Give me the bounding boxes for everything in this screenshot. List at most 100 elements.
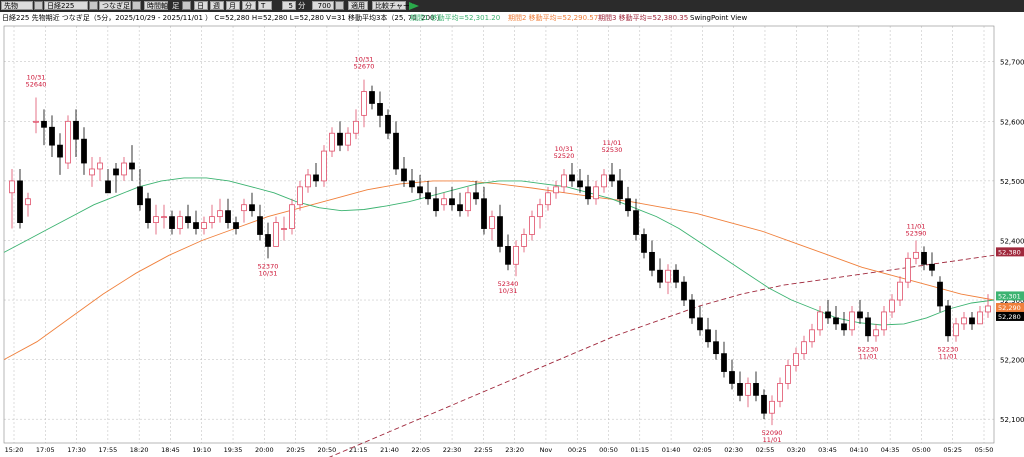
candle-body: [713, 341, 719, 355]
bar-count-input[interactable]: 700: [312, 1, 334, 10]
candle-body: [809, 329, 815, 343]
grid: [4, 26, 994, 443]
candle: [457, 192, 463, 217]
candle-body: [225, 210, 231, 223]
x-tick-label: 02:30: [724, 446, 743, 454]
swing-point-labels: 10/31 52640 52370 10/31 10/31 52670 52340 10/31…: [26, 56, 959, 445]
candle: [65, 115, 71, 169]
interval-input[interactable]: 5: [282, 1, 296, 10]
chart-type-icon[interactable]: [182, 1, 191, 10]
candle: [193, 210, 199, 235]
candle: [561, 168, 567, 193]
candle: [9, 168, 15, 229]
ma1-value: 期間1 移動平均=52,301.20: [410, 14, 501, 22]
x-tick-label: 23:20: [505, 446, 524, 454]
candle: [897, 276, 903, 306]
candle-body: [337, 132, 343, 146]
price-tag-label: 52,380: [998, 248, 1021, 256]
monthly-button[interactable]: 月: [226, 1, 240, 10]
x-tick-label: 17:55: [99, 446, 118, 454]
minute-button[interactable]: 分: [242, 1, 256, 10]
plot-frame: [3, 25, 995, 444]
time-axis-button[interactable]: 時間軸: [144, 1, 168, 10]
candle-body: [161, 216, 167, 219]
tick-button[interactable]: T: [258, 1, 272, 10]
price-tag-box: [996, 247, 1024, 257]
x-tick-label: 21:15: [349, 446, 368, 454]
candle: [553, 180, 559, 199]
candle-body: [289, 204, 295, 229]
x-tick-label: 01:15: [630, 446, 649, 454]
candle: [89, 157, 95, 187]
chevron-down-icon[interactable]: [335, 1, 344, 10]
x-tick-label: 05:25: [943, 446, 962, 454]
compare-chart-button[interactable]: 比較チャート: [372, 1, 417, 10]
candle: [809, 323, 815, 348]
x-tick-label: 05:50: [975, 446, 994, 454]
candle: [289, 198, 295, 235]
x-tick-label: 19:35: [224, 446, 243, 454]
candle-body: [889, 299, 895, 313]
candle: [633, 198, 639, 241]
bar-type-select[interactable]: つなぎ足: [99, 1, 131, 10]
candle-body: [185, 216, 191, 223]
candle: [377, 91, 383, 128]
chevron-down-icon[interactable]: [132, 1, 141, 10]
candle: [673, 264, 679, 289]
swing-point-label: 52230 11/01: [938, 346, 959, 361]
candle-body: [609, 174, 615, 182]
candle-body: [617, 180, 623, 200]
candle: [705, 317, 711, 348]
chevron-down-icon[interactable]: [89, 1, 98, 10]
swing-point-label: 52090 11/01: [762, 429, 783, 444]
candle-body: [281, 228, 287, 230]
swingpoint-view-label: SwingPoint View: [690, 14, 748, 22]
ma3-value: 期間3 移動平均=52,380.35: [598, 14, 689, 22]
market-select[interactable]: 先物: [1, 1, 33, 10]
apply-button[interactable]: 適用: [348, 1, 368, 10]
candle: [529, 210, 535, 241]
candle-body: [913, 251, 919, 259]
candle: [721, 341, 727, 378]
chevron-down-icon[interactable]: [34, 1, 43, 10]
candle-body: [97, 162, 103, 170]
candle-body: [273, 222, 279, 247]
candle: [321, 145, 327, 187]
candle-body: [153, 216, 159, 223]
weekly-button[interactable]: 週: [210, 1, 224, 10]
swing-point-label: 10/31 52640: [26, 73, 47, 88]
play-icon[interactable]: [408, 1, 420, 11]
candle-body: [561, 174, 567, 188]
symbol-select[interactable]: 日経225: [44, 1, 88, 10]
candle: [961, 311, 967, 330]
candle-body: [57, 144, 63, 158]
swing-point-label: 11/01 52530: [602, 139, 623, 154]
candle: [729, 359, 735, 390]
candle-body: [393, 132, 399, 170]
candle-body: [585, 186, 591, 200]
price-tag-box: [996, 291, 1024, 301]
candle-body: [577, 180, 583, 188]
candle: [833, 305, 839, 330]
candle-body: [569, 174, 575, 182]
candle-body: [969, 317, 975, 325]
candle-body: [729, 371, 735, 384]
candle-body: [233, 222, 239, 229]
candle: [297, 180, 303, 211]
candle: [273, 216, 279, 247]
candle: [121, 157, 127, 181]
candle: [137, 168, 143, 211]
candle: [145, 192, 151, 229]
candle-body: [17, 180, 23, 223]
candle-body: [833, 317, 839, 325]
candle: [985, 294, 991, 318]
candle: [537, 198, 543, 229]
daily-button[interactable]: 日: [194, 1, 208, 10]
y-tick-label: 52,400: [1000, 237, 1024, 245]
x-tick-label: 00:25: [568, 446, 587, 454]
candle: [713, 329, 719, 360]
candle: [177, 210, 183, 235]
candle: [361, 79, 367, 128]
